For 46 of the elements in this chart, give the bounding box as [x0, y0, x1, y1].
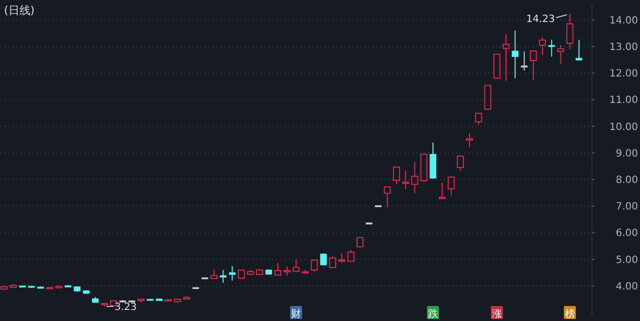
- candlestick: [356, 236, 364, 248]
- y-tick-label: 6.00: [616, 228, 638, 240]
- candlestick: [310, 259, 318, 272]
- annotation: 3.23: [114, 302, 137, 313]
- candlestick: [220, 269, 226, 284]
- candlestick: [320, 252, 327, 266]
- y-tick-label: 11.00: [609, 95, 638, 106]
- y-tick-label: 5.00: [616, 254, 638, 266]
- candlestick: [448, 176, 455, 196]
- candlestick: [520, 51, 528, 71]
- candlestick: [411, 162, 418, 194]
- y-tick-label: 13.00: [609, 42, 638, 53]
- candlestick: [475, 112, 482, 126]
- candlestick: [430, 142, 436, 180]
- candlestick: [438, 182, 446, 200]
- candlestick: [512, 30, 518, 79]
- candlestick: [347, 250, 354, 262]
- y-tick-label: 7.00: [616, 202, 638, 213]
- candlestick: [557, 44, 564, 64]
- candlestick: [402, 170, 410, 190]
- candlestick: [576, 39, 582, 61]
- candlestick: [283, 266, 290, 276]
- candlestick: [456, 155, 464, 172]
- candlestick: [548, 39, 555, 58]
- annotation: 14.23: [526, 14, 555, 25]
- y-tick-label: 9.00: [616, 148, 638, 160]
- candlestick: [466, 132, 473, 148]
- candlestick: [493, 53, 500, 80]
- y-tick-label: 4.00: [616, 281, 638, 292]
- candlestick: [502, 34, 510, 82]
- candlestick: [530, 50, 537, 81]
- candlestick: [274, 262, 282, 276]
- chart-title: (日线): [4, 4, 35, 17]
- candlestick: [538, 36, 546, 56]
- candlestick: [566, 13, 574, 50]
- candlestick: [228, 265, 236, 282]
- candlestick: [384, 186, 391, 208]
- candlestick: [392, 166, 400, 185]
- y-tick-label: 14.00: [609, 15, 638, 26]
- y-tick-label: 10.00: [609, 122, 638, 133]
- candlestick: [292, 258, 300, 272]
- candlestick: [338, 252, 346, 264]
- y-tick-label: 12.00: [609, 68, 638, 80]
- y-tick-label: 8.00: [616, 175, 638, 186]
- candlestick: [484, 84, 492, 110]
- candlestick: [210, 268, 218, 280]
